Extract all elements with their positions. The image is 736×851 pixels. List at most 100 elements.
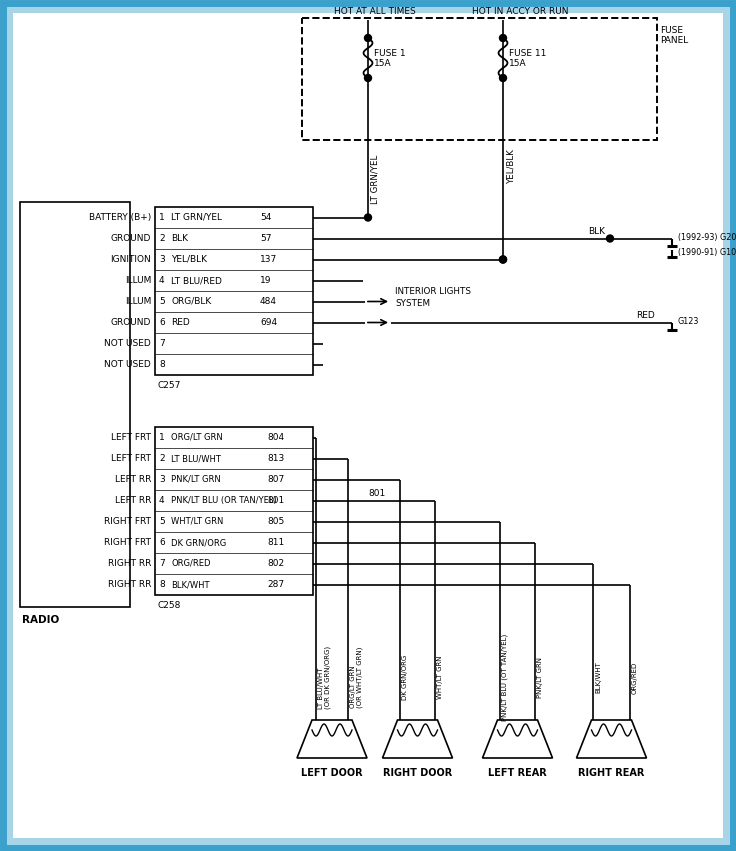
Text: LEFT RR: LEFT RR <box>115 496 151 505</box>
FancyBboxPatch shape <box>155 207 313 375</box>
Text: LT BLU/RED: LT BLU/RED <box>171 276 222 285</box>
Text: LEFT FRT: LEFT FRT <box>111 454 151 463</box>
Text: RIGHT DOOR: RIGHT DOOR <box>383 768 452 778</box>
Text: 54: 54 <box>260 213 272 222</box>
Text: RIGHT REAR: RIGHT REAR <box>578 768 645 778</box>
Text: 694: 694 <box>260 318 277 327</box>
Text: ILLUM: ILLUM <box>124 276 151 285</box>
Text: 801: 801 <box>267 496 284 505</box>
Circle shape <box>606 235 614 242</box>
Text: ORG/RED: ORG/RED <box>171 559 210 568</box>
Circle shape <box>500 256 506 263</box>
Text: ORG/LT GRN: ORG/LT GRN <box>171 433 223 442</box>
Text: 57: 57 <box>260 234 272 243</box>
Circle shape <box>500 35 506 42</box>
Text: YEL/BLK: YEL/BLK <box>171 255 207 264</box>
Text: HOT IN ACCY OR RUN: HOT IN ACCY OR RUN <box>472 7 568 16</box>
Text: PNK/LT GRN: PNK/LT GRN <box>171 475 221 484</box>
Text: GROUND: GROUND <box>110 318 151 327</box>
FancyBboxPatch shape <box>3 3 733 848</box>
Text: GROUND: GROUND <box>110 234 151 243</box>
Text: 807: 807 <box>267 475 284 484</box>
Text: LT GRN/YEL: LT GRN/YEL <box>171 213 222 222</box>
Text: FUSE
PANEL: FUSE PANEL <box>660 26 688 45</box>
Circle shape <box>364 214 372 221</box>
Circle shape <box>500 256 506 263</box>
Text: BLK: BLK <box>171 234 188 243</box>
Text: HOT AT ALL TIMES: HOT AT ALL TIMES <box>334 7 416 16</box>
FancyBboxPatch shape <box>302 18 657 140</box>
Text: PNK/LT BLU (OT TAN/YEL): PNK/LT BLU (OT TAN/YEL) <box>502 634 509 721</box>
Text: (1992-93) G200: (1992-93) G200 <box>678 233 736 242</box>
Text: C257: C257 <box>157 381 180 390</box>
Text: 813: 813 <box>267 454 284 463</box>
Text: LEFT FRT: LEFT FRT <box>111 433 151 442</box>
Text: 3: 3 <box>159 255 165 264</box>
Text: IGNITION: IGNITION <box>110 255 151 264</box>
Text: WHT/LT GRN: WHT/LT GRN <box>171 517 223 526</box>
Text: 4: 4 <box>159 276 165 285</box>
Text: PNK/LT GRN: PNK/LT GRN <box>537 657 543 698</box>
Text: 287: 287 <box>267 580 284 589</box>
Text: 6: 6 <box>159 318 165 327</box>
Text: 811: 811 <box>267 538 284 547</box>
Text: 5: 5 <box>159 517 165 526</box>
Text: LEFT REAR: LEFT REAR <box>488 768 547 778</box>
Text: (1990-91) G100: (1990-91) G100 <box>678 248 736 257</box>
Text: 15A: 15A <box>374 60 392 68</box>
Text: RED: RED <box>636 311 655 319</box>
Text: BLK: BLK <box>588 226 605 236</box>
Text: 805: 805 <box>267 517 284 526</box>
Text: FUSE 1: FUSE 1 <box>374 49 406 58</box>
Text: C258: C258 <box>157 601 180 610</box>
Text: RIGHT FRT: RIGHT FRT <box>104 538 151 547</box>
Text: RIGHT FRT: RIGHT FRT <box>104 517 151 526</box>
Text: 484: 484 <box>260 297 277 306</box>
Text: DK GRN/ORG: DK GRN/ORG <box>402 655 408 700</box>
Circle shape <box>364 75 372 82</box>
Text: 1: 1 <box>159 433 165 442</box>
Text: LT BLU/WHT: LT BLU/WHT <box>171 454 221 463</box>
Text: G123: G123 <box>678 317 699 326</box>
Text: 137: 137 <box>260 255 277 264</box>
Text: 7: 7 <box>159 559 165 568</box>
Text: RIGHT RR: RIGHT RR <box>107 580 151 589</box>
Text: LEFT DOOR: LEFT DOOR <box>301 768 363 778</box>
Text: 5: 5 <box>159 297 165 306</box>
Text: 4: 4 <box>159 496 165 505</box>
Text: LEFT RR: LEFT RR <box>115 475 151 484</box>
Text: NOT USED: NOT USED <box>105 360 151 369</box>
Text: 19: 19 <box>260 276 272 285</box>
Text: LT BLU/WHT
(OR DK GRN/ORG): LT BLU/WHT (OR DK GRN/ORG) <box>318 646 331 709</box>
Text: RADIO: RADIO <box>22 615 60 625</box>
Text: 8: 8 <box>159 360 165 369</box>
Text: 6: 6 <box>159 538 165 547</box>
Text: PNK/LT BLU (OR TAN/YEL): PNK/LT BLU (OR TAN/YEL) <box>171 496 277 505</box>
Text: LT GRN/YEL: LT GRN/YEL <box>371 155 380 204</box>
Circle shape <box>500 75 506 82</box>
Text: DK GRN/ORG: DK GRN/ORG <box>171 538 226 547</box>
Text: RIGHT RR: RIGHT RR <box>107 559 151 568</box>
Text: BLK/WHT: BLK/WHT <box>171 580 210 589</box>
Text: 7: 7 <box>159 339 165 348</box>
Text: 2: 2 <box>159 454 165 463</box>
Text: 801: 801 <box>368 488 385 498</box>
Text: FUSE 11: FUSE 11 <box>509 49 546 58</box>
Text: YEL/BLK: YEL/BLK <box>506 148 515 183</box>
Text: BLK/WHT: BLK/WHT <box>595 661 601 694</box>
Text: INTERIOR LIGHTS
SYSTEM: INTERIOR LIGHTS SYSTEM <box>395 288 471 307</box>
Text: 3: 3 <box>159 475 165 484</box>
Text: 2: 2 <box>159 234 165 243</box>
Text: 15A: 15A <box>509 60 527 68</box>
Text: BATTERY (B+): BATTERY (B+) <box>89 213 151 222</box>
Text: ORG/BLK: ORG/BLK <box>171 297 211 306</box>
Text: 804: 804 <box>267 433 284 442</box>
FancyBboxPatch shape <box>155 427 313 595</box>
FancyBboxPatch shape <box>20 202 130 607</box>
Text: 1: 1 <box>159 213 165 222</box>
Text: ILLUM: ILLUM <box>124 297 151 306</box>
Text: 802: 802 <box>267 559 284 568</box>
FancyBboxPatch shape <box>13 13 723 838</box>
Text: 8: 8 <box>159 580 165 589</box>
Text: ORG/RED: ORG/RED <box>632 661 638 694</box>
